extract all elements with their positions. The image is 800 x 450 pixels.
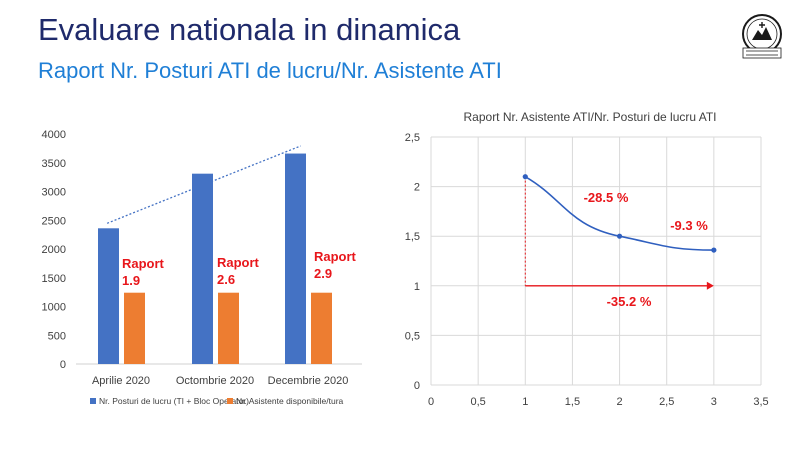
bar-posturi: [285, 153, 306, 364]
y-tick-label: 3500: [42, 158, 66, 170]
legend-label: Nr. Posturi de lucru (TI + Bloc Operator…: [99, 396, 249, 406]
annotation-label: Raport: [314, 249, 357, 264]
annotation-label: Raport: [217, 255, 260, 270]
x-tick-label: Aprilie 2020: [92, 375, 150, 387]
society-logo: [742, 14, 782, 59]
y-tick-label: 4000: [42, 129, 66, 141]
annotation-value: 1.9: [122, 273, 140, 288]
bar-posturi: [192, 173, 213, 364]
bar-posturi: [98, 228, 119, 364]
bar-chart-annotations: Raport 1.9 Raport 2.6 Raport 2.9: [122, 249, 357, 288]
x-tick-label: Decembrie 2020: [268, 375, 349, 387]
y-tick-label: 500: [48, 330, 66, 342]
y-tick-label: 1000: [42, 302, 66, 314]
y-tick-label: 2500: [42, 215, 66, 227]
annotation-label: Raport: [122, 256, 165, 271]
y-tick-label: 1500: [42, 273, 66, 285]
slide-title: Evaluare nationala in dinamica: [38, 12, 461, 47]
y-tick-label: 0: [60, 359, 66, 371]
x-tick-label: Octombrie 2020: [176, 375, 254, 387]
slide-subtitle: Raport Nr. Posturi ATI de lucru/Nr. Asis…: [38, 58, 502, 83]
legend-swatch: [90, 398, 96, 404]
legend-swatch: [227, 398, 233, 404]
bar-asistente: [311, 292, 332, 364]
bar-chart-bars: Aprilie 2020 Octombrie 2020 Decembrie 2020: [92, 153, 349, 387]
annotation-value: 2.6: [217, 272, 235, 287]
bar-asistente: [218, 292, 239, 364]
y-tick-label: 3000: [42, 187, 66, 199]
bar-chart-legend: Nr. Posturi de lucru (TI + Bloc Operator…: [90, 396, 344, 406]
legend-label: Nr. Asistente disponibile/tura: [236, 396, 344, 406]
annotation-value: 2.9: [314, 266, 332, 281]
y-tick-label: 2000: [42, 244, 66, 256]
bar-asistente: [124, 292, 145, 364]
